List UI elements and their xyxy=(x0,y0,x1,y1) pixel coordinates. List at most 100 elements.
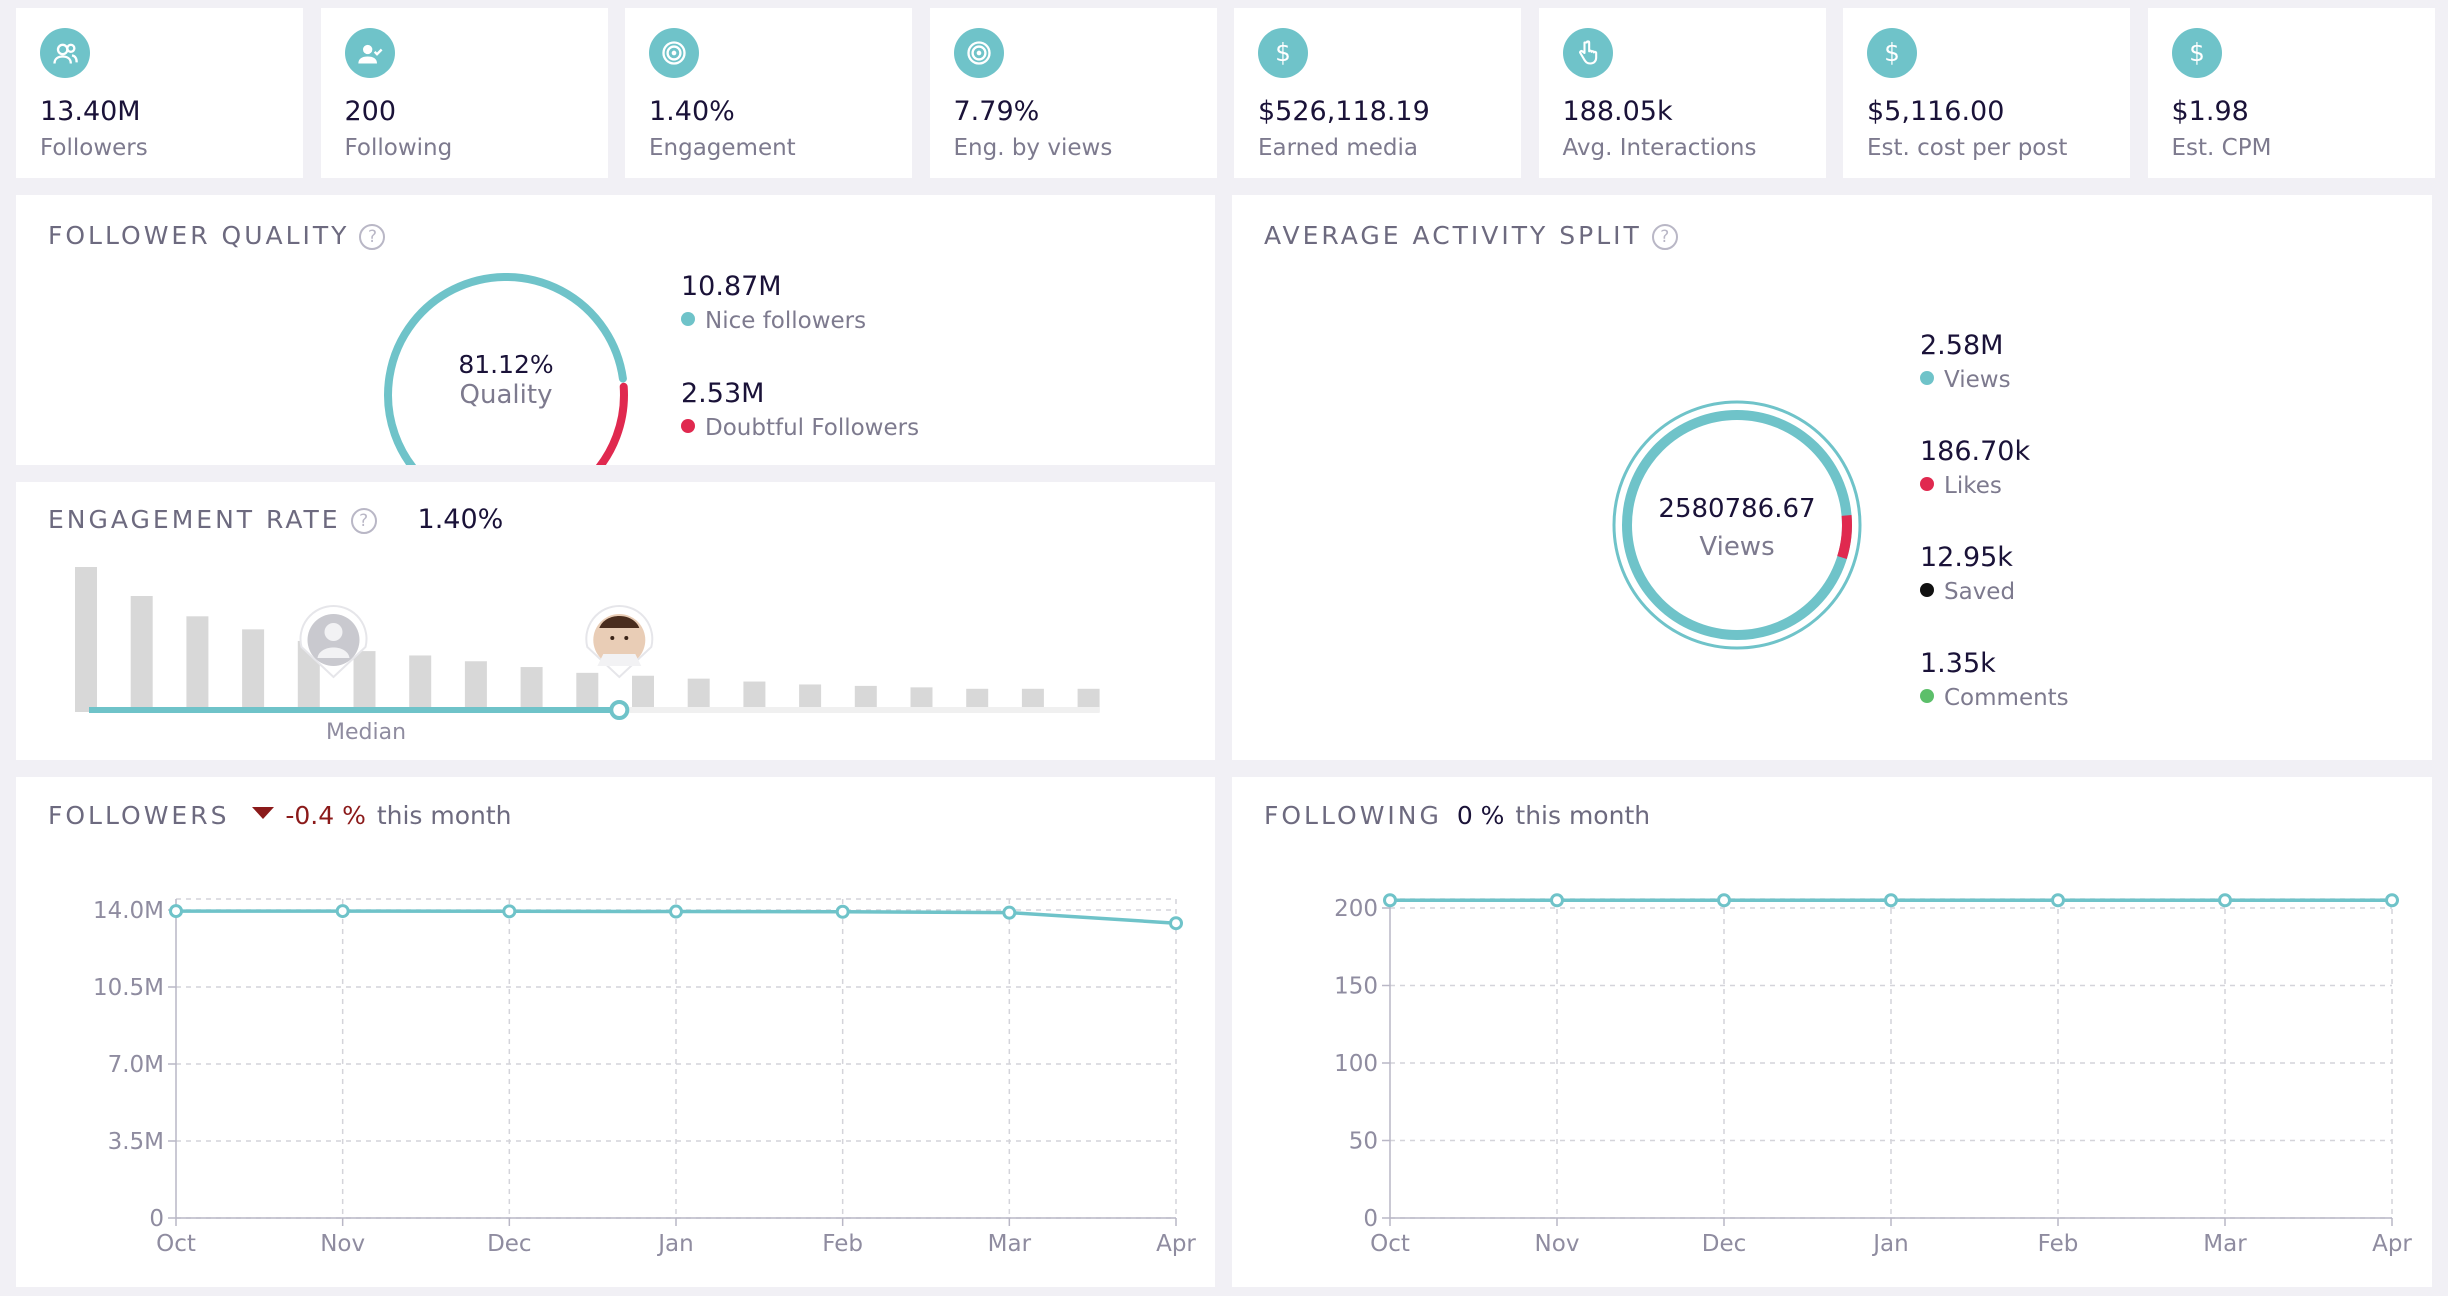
target-icon xyxy=(649,28,699,78)
help-icon[interactable]: ? xyxy=(350,508,377,534)
stat-label: Est. cost per post xyxy=(1867,135,2068,161)
pointer-hand-icon xyxy=(1562,28,1613,78)
engagement-bar xyxy=(1077,688,1100,712)
stat-label: Following xyxy=(344,135,453,161)
help-icon[interactable]: ? xyxy=(1651,224,1678,250)
data-point[interactable] xyxy=(1550,893,1564,908)
follower-quality-title: FOLLOWER QUALITY? xyxy=(48,221,386,250)
y-tick-label: 14.0M xyxy=(93,898,164,924)
following-title-text: FOLLOWING xyxy=(1264,801,1442,830)
stat-value: $526,118.19 xyxy=(1258,96,1430,127)
stat-card-following: 200 Following xyxy=(320,8,608,178)
data-point[interactable] xyxy=(169,904,183,919)
following-chart-title: FOLLOWING 0 % this month xyxy=(1264,801,1650,830)
y-tick-label: 150 xyxy=(1334,974,1378,1000)
profile-avatar-pin xyxy=(585,604,654,679)
engagement-bar xyxy=(409,655,432,712)
activity-label: Views xyxy=(1944,367,2011,393)
x-tick-label: Mar xyxy=(2203,1231,2247,1257)
y-tick-label: 50 xyxy=(1349,1129,1378,1155)
follower-quality-title-text: FOLLOWER QUALITY xyxy=(48,221,350,250)
engagement-distribution xyxy=(75,567,1100,720)
engagement-bar xyxy=(910,687,933,712)
nice-followers-value: 10.87M xyxy=(681,271,782,302)
engagement-bar xyxy=(799,684,822,712)
activity-saved-legend: Saved xyxy=(1920,579,2015,605)
help-icon[interactable]: ? xyxy=(359,224,386,250)
stat-card-earned-media: $ $526,118.19 Earned media xyxy=(1234,8,1521,178)
legend-dot xyxy=(1920,371,1934,385)
x-tick-label: Feb xyxy=(2038,1231,2079,1257)
engagement-bar xyxy=(186,616,209,712)
engagement-bar xyxy=(743,681,766,712)
followers-change-suffix: this month xyxy=(376,801,512,830)
stat-card-engagement: 1.40% Engagement xyxy=(625,8,912,178)
stat-label: Avg. Interactions xyxy=(1562,135,1757,161)
data-point[interactable] xyxy=(2051,893,2065,908)
activity-label: Saved xyxy=(1944,579,2016,605)
nice-dot xyxy=(681,312,695,326)
activity-label: Likes xyxy=(1944,473,2002,499)
followers-change: -0.4 % xyxy=(285,801,366,830)
data-point[interactable] xyxy=(1717,893,1731,908)
data-point[interactable] xyxy=(1002,905,1017,920)
y-tick-label: 10.5M xyxy=(93,975,164,1001)
engagement-bar xyxy=(242,629,265,712)
activity-split-title-text: AVERAGE ACTIVITY SPLIT xyxy=(1264,221,1642,250)
x-tick-label: Apr xyxy=(2372,1231,2412,1257)
data-point[interactable] xyxy=(1884,893,1898,908)
data-point[interactable] xyxy=(669,904,683,919)
dollar-icon: $ xyxy=(1258,28,1308,78)
y-tick-label: 100 xyxy=(1334,1051,1378,1077)
stat-value: $1.98 xyxy=(2171,96,2249,127)
engagement-bar xyxy=(632,675,654,712)
stat-label: Earned media xyxy=(1258,135,1418,161)
quality-label: Quality xyxy=(460,380,553,410)
activity-likes-legend: Likes xyxy=(1920,473,2002,499)
data-point[interactable] xyxy=(1169,916,1183,931)
stat-value: 200 xyxy=(344,96,397,127)
x-tick-label: Oct xyxy=(156,1231,196,1257)
legend-dot xyxy=(1920,583,1934,597)
donut-center-label: Views xyxy=(1699,532,1774,562)
engagement-rate-card: ENGAGEMENT RATE? 1.40% Median xyxy=(16,482,1215,760)
followers-chart-card: FOLLOWERS -0.4 % this month 0 3.5M 7.0M 10.… xyxy=(16,777,1215,1287)
data-point[interactable] xyxy=(502,904,517,919)
data-point[interactable] xyxy=(335,904,350,919)
follower-quality-card: FOLLOWER QUALITY? 81.12% Quality 10.87M … xyxy=(16,195,1215,465)
doubtful-followers-value: 2.53M xyxy=(681,378,765,409)
engagement-bar xyxy=(576,672,599,712)
following-change-suffix: this month xyxy=(1515,801,1651,830)
engagement-bar xyxy=(520,667,543,712)
stat-card-est-cost-per-post: $ $5,116.00 Est. cost per post xyxy=(1843,8,2130,178)
x-tick-label: Nov xyxy=(1535,1231,1580,1257)
activity-donut: 2580786.67 Views xyxy=(1612,400,1862,650)
stat-card-eng-by-views: 7.79% Eng. by views xyxy=(929,8,1217,178)
doubtful-followers-legend: Doubtful Followers xyxy=(681,415,919,441)
data-point[interactable] xyxy=(2385,893,2399,908)
donut-center-value: 2580786.67 xyxy=(1658,494,1815,524)
x-tick-label: Dec xyxy=(1702,1231,1747,1257)
legend-dot xyxy=(1920,689,1934,703)
activity-label: Comments xyxy=(1944,685,2069,711)
x-tick-label: Feb xyxy=(822,1231,863,1257)
activity-saved-value: 12.95k xyxy=(1920,542,2013,573)
following-line-chart: 0 50 100 150 200 Oct Nov Dec Jan Feb Mar Apr xyxy=(1334,893,2412,1257)
x-tick-label: Mar xyxy=(988,1231,1032,1257)
data-point[interactable] xyxy=(2218,893,2232,908)
median-label: Median xyxy=(326,720,407,745)
median-avatar-pin xyxy=(299,604,368,679)
legend-dot xyxy=(1920,477,1934,491)
gauge-doubtful-arc xyxy=(595,382,628,465)
followers-title-text: FOLLOWERS xyxy=(48,801,230,830)
donut-likes-arc xyxy=(1837,514,1852,559)
stat-card-est-cpm: $ $1.98 Est. CPM xyxy=(2147,8,2435,178)
engagement-bar xyxy=(966,688,989,712)
dollar-icon: $ xyxy=(1867,28,1917,78)
data-point[interactable] xyxy=(835,904,850,919)
x-tick-label: Nov xyxy=(320,1231,365,1257)
data-point[interactable] xyxy=(1383,893,1397,908)
engagement-bar xyxy=(854,685,877,712)
donut-views-ring xyxy=(1622,410,1852,640)
svg-text:$: $ xyxy=(1884,39,1900,67)
